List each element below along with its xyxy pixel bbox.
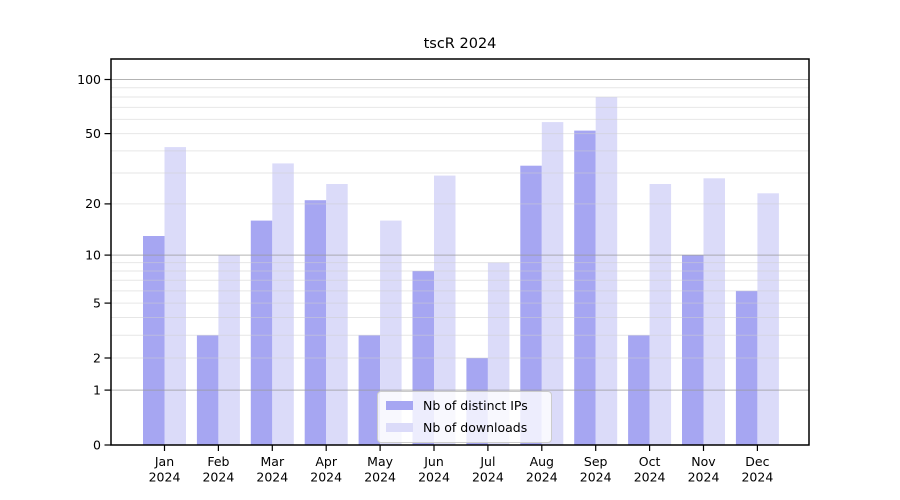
bar-ips-jan (143, 236, 165, 445)
bar-downloads-may (380, 220, 402, 445)
bar-downloads-oct (649, 184, 672, 445)
x-tick-label: Feb 2024 (202, 454, 234, 485)
y-tick-label: 100 (77, 72, 101, 87)
legend-label-downloads: Nb of downloads (423, 420, 528, 435)
legend: Nb of distinct IPs Nb of downloads (377, 391, 552, 443)
bar-ips-mar (250, 220, 273, 445)
chart-title: tscR 2024 (423, 36, 497, 52)
bar-downloads-jan (164, 147, 186, 445)
y-tick-label: 0 (93, 437, 101, 452)
bar-downloads-mar (272, 163, 294, 445)
bar-ips-aug (520, 165, 542, 445)
y-tick-label: 1 (93, 382, 101, 397)
legend-label-distinct-ips: Nb of distinct IPs (423, 398, 528, 413)
x-tick-label: Oct 2024 (634, 454, 666, 485)
y-tick-label: 2 (93, 350, 101, 365)
legend-item-downloads: Nb of downloads (386, 419, 542, 436)
bar-downloads-feb (218, 255, 240, 445)
x-tick-label: Nov 2024 (688, 454, 720, 485)
y-tick-label: 10 (85, 247, 101, 262)
x-tick-label: Jul 2024 (472, 454, 504, 485)
x-tick-label: May 2024 (364, 454, 396, 485)
x-tick-label: Jun 2024 (418, 454, 450, 485)
bar-ips-apr (304, 200, 327, 445)
y-tick-label: 50 (85, 126, 101, 141)
legend-swatch-distinct-ips (386, 401, 413, 410)
x-tick-label: Apr 2024 (310, 454, 342, 485)
plot-frame (110, 58, 810, 446)
x-tick-label: Mar 2024 (256, 454, 288, 485)
bar-ips-sep (574, 130, 596, 445)
legend-swatch-downloads (386, 423, 413, 432)
y-tick-label: 20 (85, 196, 101, 211)
bar-downloads-jun (434, 175, 456, 445)
x-tick-label: Jan 2024 (149, 454, 181, 485)
x-tick-label: Dec 2024 (741, 454, 773, 485)
bar-ips-dec (735, 290, 758, 445)
bar-downloads-aug (541, 122, 564, 445)
bar-ips-nov (682, 255, 704, 445)
x-tick-label: Sep 2024 (580, 454, 612, 485)
bar-downloads-apr (326, 184, 348, 445)
legend-item-distinct-ips: Nb of distinct IPs (386, 397, 542, 414)
x-tick-label: Aug 2024 (526, 454, 558, 485)
y-tick-label: 5 (93, 295, 101, 310)
bar-downloads-dec (757, 193, 779, 445)
bar-downloads-nov (703, 178, 725, 446)
